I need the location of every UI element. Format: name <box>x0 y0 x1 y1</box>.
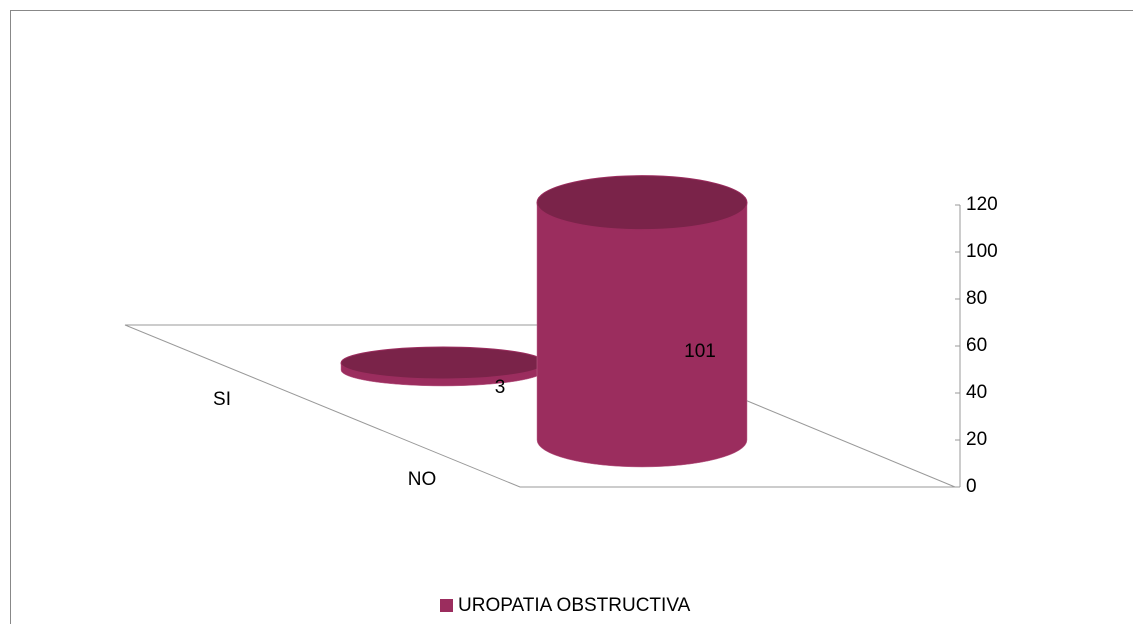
cylinder-top <box>341 347 545 379</box>
x-tick-label: SI <box>213 389 231 410</box>
y-tick-label: 20 <box>966 429 987 450</box>
cylinder-body <box>537 203 747 467</box>
cylinder-top <box>537 176 747 230</box>
y-tick-label: 40 <box>966 382 987 403</box>
y-tick-label: 100 <box>966 241 998 262</box>
y-tick-label: 120 <box>966 194 998 215</box>
legend-swatch <box>440 599 453 612</box>
legend-label: UROPATIA OBSTRUCTIVA <box>458 595 691 616</box>
y-tick-label: 80 <box>966 288 987 309</box>
y-tick-label: 0 <box>966 476 977 497</box>
value-label: 3 <box>495 377 506 398</box>
y-tick-label: 60 <box>966 335 987 356</box>
value-label: 101 <box>684 341 716 362</box>
x-tick-label: NO <box>408 469 437 490</box>
